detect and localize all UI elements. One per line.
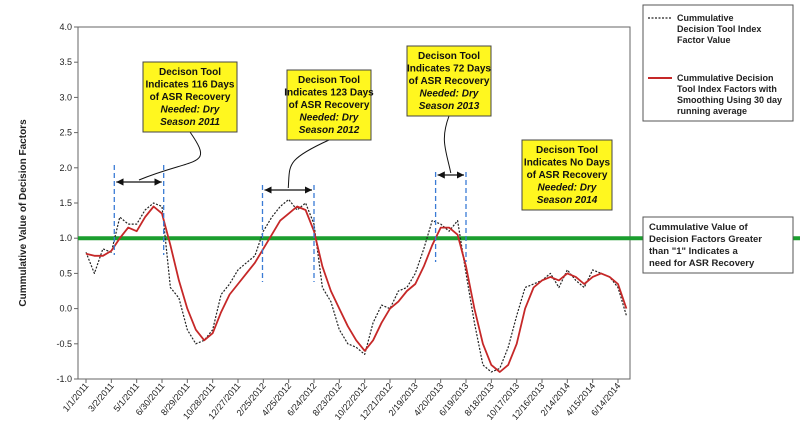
- legend-label-line: Smoothing Using 30 day: [677, 95, 782, 105]
- callout-text-line: Decison Tool: [159, 67, 221, 78]
- y-tick-label: 1.5: [59, 198, 72, 208]
- series-line-smoothed-average: [85, 205, 628, 373]
- callout-text-line: of ASR Recovery: [150, 92, 231, 103]
- y-tick-label: -0.5: [56, 339, 72, 349]
- legend-label-line: Factor Value: [677, 35, 731, 45]
- y-tick-label: 2.5: [59, 128, 72, 138]
- callout-leader-line: [443, 115, 452, 174]
- callout-box: [406, 45, 492, 117]
- y-tick-label: 3.5: [59, 57, 72, 67]
- callout-text-line: Needed: Dry: [420, 89, 479, 100]
- callout-box: [521, 139, 613, 211]
- threshold-note-line: Decision Factors Greater: [649, 234, 762, 245]
- y-tick-label: -1.0: [56, 374, 72, 384]
- callout-text-line: Indicates 72 Days: [407, 64, 491, 75]
- threshold-note-line: need for ASR Recovery: [649, 258, 755, 269]
- threshold-note-line: than "1" Indicates a: [649, 246, 738, 257]
- y-tick-label: 0.5: [59, 268, 72, 278]
- callout-text-line: Decison Tool: [536, 145, 598, 156]
- legend-label-line: Decision Tool Index: [677, 24, 761, 34]
- callout-text-line: Indicates 123 Days: [284, 88, 374, 99]
- callout-leader-line: [138, 131, 201, 181]
- callout-text-line: Season 2014: [537, 195, 598, 206]
- threshold-note-box: [642, 216, 794, 274]
- legend-label-line: Cummulative Decision: [677, 73, 774, 83]
- callout-text-line: of ASR Recovery: [527, 170, 608, 181]
- y-tick-label: 3.0: [59, 92, 72, 102]
- legend-label-line: Cummulative: [677, 13, 734, 23]
- threshold-note-line: Cummulative Value of: [649, 222, 749, 233]
- y-tick-label: 4.0: [59, 22, 72, 32]
- legend-box: [642, 4, 794, 122]
- callout-text-line: Season 2011: [160, 117, 220, 128]
- callout-text-line: Season 2012: [299, 125, 360, 136]
- y-tick-label: 2.0: [59, 163, 72, 173]
- legend-label-line: Tool Index Factors with: [677, 84, 777, 94]
- legend-label-line: running average: [677, 106, 747, 116]
- callout-text-line: Needed: Dry: [300, 113, 359, 124]
- callout-text-line: of ASR Recovery: [289, 100, 370, 111]
- callout-text-line: Indicates No Days: [524, 158, 611, 169]
- callout-box: [286, 69, 372, 141]
- callout-text-line: Indicates 116 Days: [146, 80, 235, 91]
- callout-text-line: Needed: Dry: [161, 105, 220, 116]
- callout-text-line: of ASR Recovery: [409, 76, 490, 87]
- callout-text-line: Season 2013: [419, 101, 480, 112]
- callout-text-line: Decison Tool: [418, 51, 480, 62]
- y-axis-title: Cummulative Value of Decision Factors: [18, 119, 29, 307]
- callout-box: [142, 61, 238, 133]
- y-tick-label: 0.0: [59, 304, 72, 314]
- y-tick-label: 1.0: [59, 233, 72, 243]
- series-line-raw-index: [85, 198, 627, 373]
- callout-text-line: Decison Tool: [298, 75, 360, 86]
- callout-leader-line: [287, 139, 330, 189]
- callout-text-line: Needed: Dry: [538, 183, 597, 194]
